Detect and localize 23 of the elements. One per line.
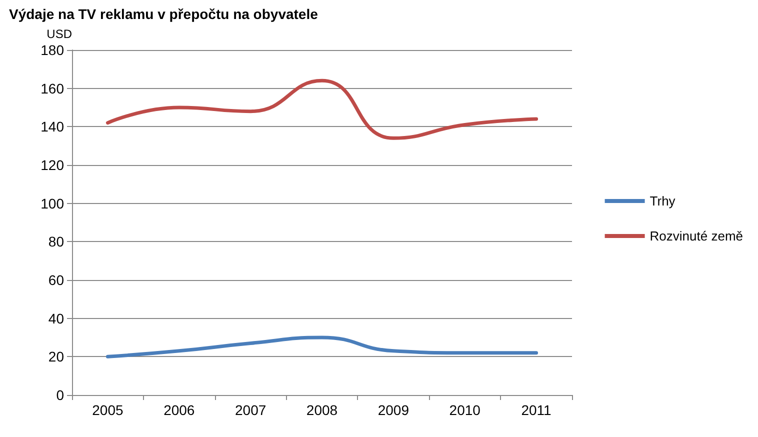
x-tick-label: 2010: [449, 402, 481, 418]
y-tick-label: 160: [40, 80, 64, 96]
line-series: [106, 78, 538, 140]
y-axis-title: USD: [46, 27, 72, 41]
y-tick-label: 140: [40, 118, 64, 135]
x-tick-label: 2006: [164, 402, 195, 418]
chart-title: Výdaje na TV reklamu v přepočtu na obyvatele: [9, 6, 318, 22]
y-tick-label: 80: [48, 234, 64, 250]
line-series: [106, 336, 538, 358]
y-tick-label: 20: [48, 348, 64, 365]
legend-label: Rozvinuté země: [650, 228, 744, 244]
y-tick-label: 120: [40, 157, 64, 173]
legend-label: Trhy: [650, 194, 676, 208]
x-tick-label: 2008: [306, 402, 338, 418]
x-tick-label: 2009: [378, 402, 410, 418]
y-tick-label: 60: [48, 272, 64, 288]
y-tick-label: 0: [56, 387, 64, 403]
x-tick-label: 2005: [92, 402, 124, 418]
y-tick-label: 40: [48, 310, 64, 326]
x-tick-label: 2007: [234, 402, 266, 418]
x-tick-label: 2011: [521, 402, 552, 418]
y-tick-label: 100: [40, 195, 64, 212]
y-tick-label: 180: [40, 42, 64, 58]
